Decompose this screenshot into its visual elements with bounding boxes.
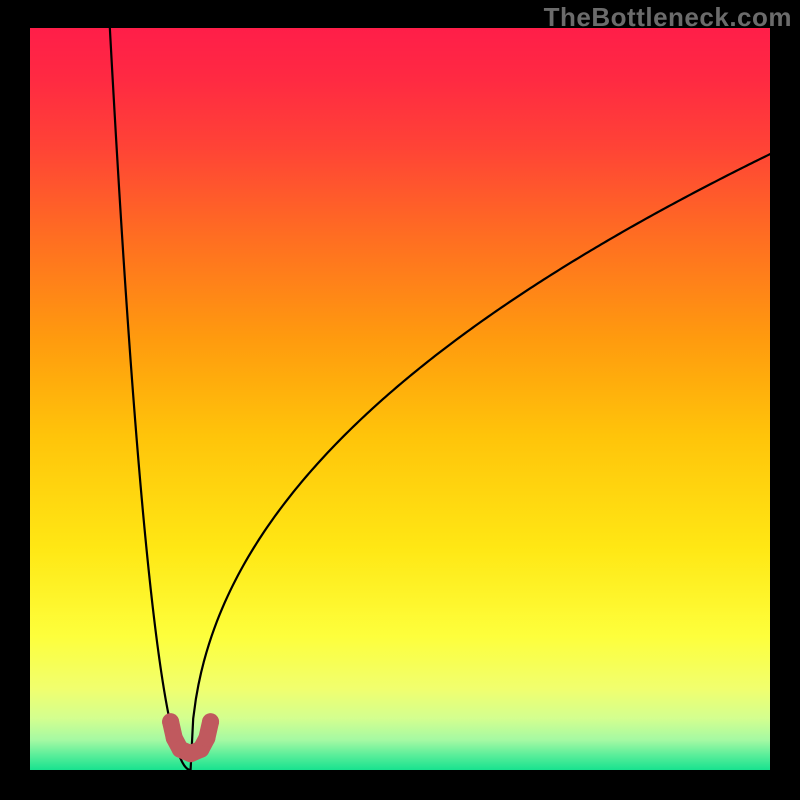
foot-marker-dot (198, 730, 215, 747)
chart-svg (30, 28, 770, 770)
foot-marker-dot (202, 713, 219, 730)
gradient-bg (30, 28, 770, 770)
foot-marker-dot (162, 713, 179, 730)
chart-container: TheBottleneck.com (0, 0, 800, 800)
plot-area (30, 28, 770, 770)
